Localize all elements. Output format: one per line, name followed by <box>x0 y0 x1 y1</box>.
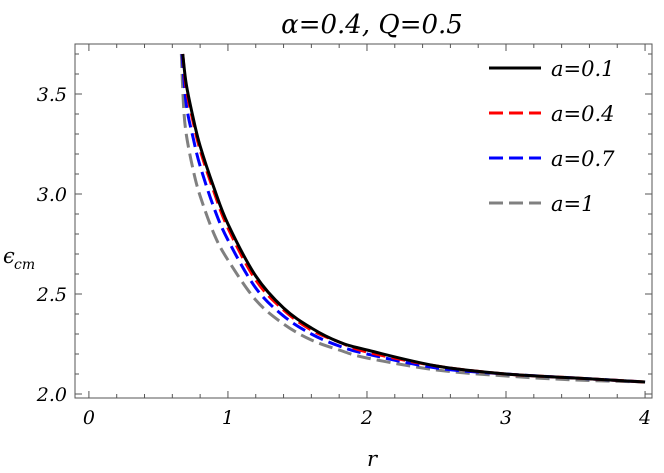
x-tick-label: 3 <box>500 407 512 429</box>
x-tick-label: 4 <box>638 407 651 429</box>
y-axis-label-main: ϵ <box>3 244 15 268</box>
legend-label: a=0.4 <box>551 102 615 126</box>
y-axis-ticks: 2.0 2.5 3.0 3.5 <box>36 53 652 406</box>
legend-label: a=0.7 <box>551 147 615 171</box>
y-tick-label: 3.0 <box>37 184 67 206</box>
axes-frame <box>74 43 653 399</box>
series-line-a-0-1 <box>181 53 646 384</box>
x-axis-ticks: 0 1 2 3 4 <box>83 44 651 429</box>
legend: a=0.1 a=0.4 a=0.7 a=1 <box>489 57 615 216</box>
legend-label: a=1 <box>551 192 594 216</box>
plot-frame <box>74 43 653 399</box>
series-line-a-1 <box>179 53 646 384</box>
x-tick-label: 0 <box>83 407 95 429</box>
chart-title: α=0.4, Q=0.5 <box>281 10 463 40</box>
legend-label: a=0.1 <box>551 57 615 81</box>
y-axis-label: ϵ cm <box>3 244 35 273</box>
x-tick-label: 1 <box>222 407 234 429</box>
y-tick-label: 2.0 <box>36 384 67 406</box>
x-tick-label: 2 <box>360 407 373 429</box>
y-tick-label: 2.5 <box>36 284 67 306</box>
series-lines <box>179 53 646 384</box>
x-axis-label: r <box>367 447 379 471</box>
y-axis-label-sub: cm <box>14 257 35 273</box>
y-tick-label: 3.5 <box>37 84 67 106</box>
